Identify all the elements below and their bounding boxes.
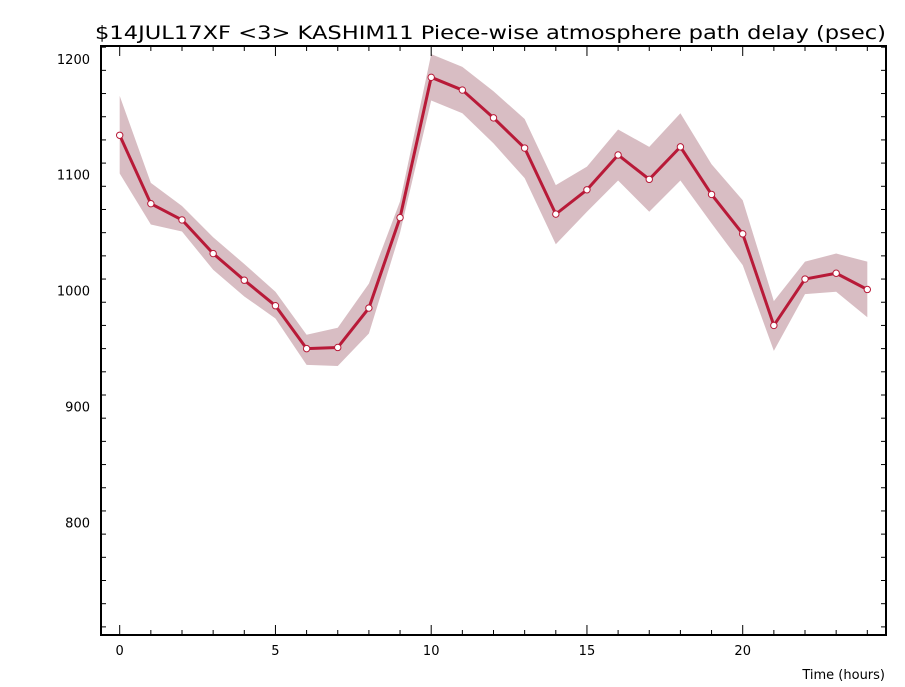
data-point <box>707 190 716 199</box>
x-tick-label: 15 <box>579 644 596 659</box>
y-tick-label: 800 <box>65 517 90 532</box>
x-tick-label: 10 <box>423 644 440 659</box>
data-point <box>676 143 685 151</box>
data-point <box>396 213 404 222</box>
tick-layer <box>101 46 886 635</box>
data-point <box>770 321 778 330</box>
data-point <box>801 275 809 283</box>
data-point <box>552 210 560 218</box>
data-point <box>614 151 622 159</box>
data-point <box>739 230 747 238</box>
y-tick-label: 900 <box>65 401 90 416</box>
x-tick-label: 0 <box>116 644 124 659</box>
data-point <box>240 276 248 284</box>
data-point <box>147 199 155 208</box>
data-point <box>178 216 186 224</box>
y-tick-label: 1200 <box>57 53 90 68</box>
data-point <box>334 343 342 352</box>
error-band <box>119 54 868 367</box>
data-point <box>302 344 311 353</box>
x-tick-label: 20 <box>734 644 751 659</box>
chart-title: $14JUL17XF <3> KASHIM11 Piece-wise atmos… <box>95 22 886 44</box>
data-point <box>520 144 529 152</box>
x-tick-label: 5 <box>271 644 279 659</box>
data-point <box>365 304 373 312</box>
data-point <box>863 285 872 294</box>
data-point <box>271 302 280 310</box>
data-point <box>427 73 435 82</box>
data-point <box>115 131 124 139</box>
error-band-layer <box>119 54 868 367</box>
data-point <box>209 249 217 258</box>
y-tick-labels: 800 900 1000 1100 1200 <box>57 53 90 532</box>
x-tick-labels: 0 5 10 15 20 <box>116 644 751 659</box>
y-tick-label: 1000 <box>57 285 90 300</box>
data-point <box>832 269 840 277</box>
data-point <box>583 186 591 194</box>
x-axis-label: Time (hours) <box>801 668 885 683</box>
series-layer <box>115 73 872 353</box>
data-point <box>645 175 653 184</box>
data-point <box>458 86 467 94</box>
data-point <box>489 114 498 122</box>
y-tick-label: 1100 <box>57 169 90 184</box>
